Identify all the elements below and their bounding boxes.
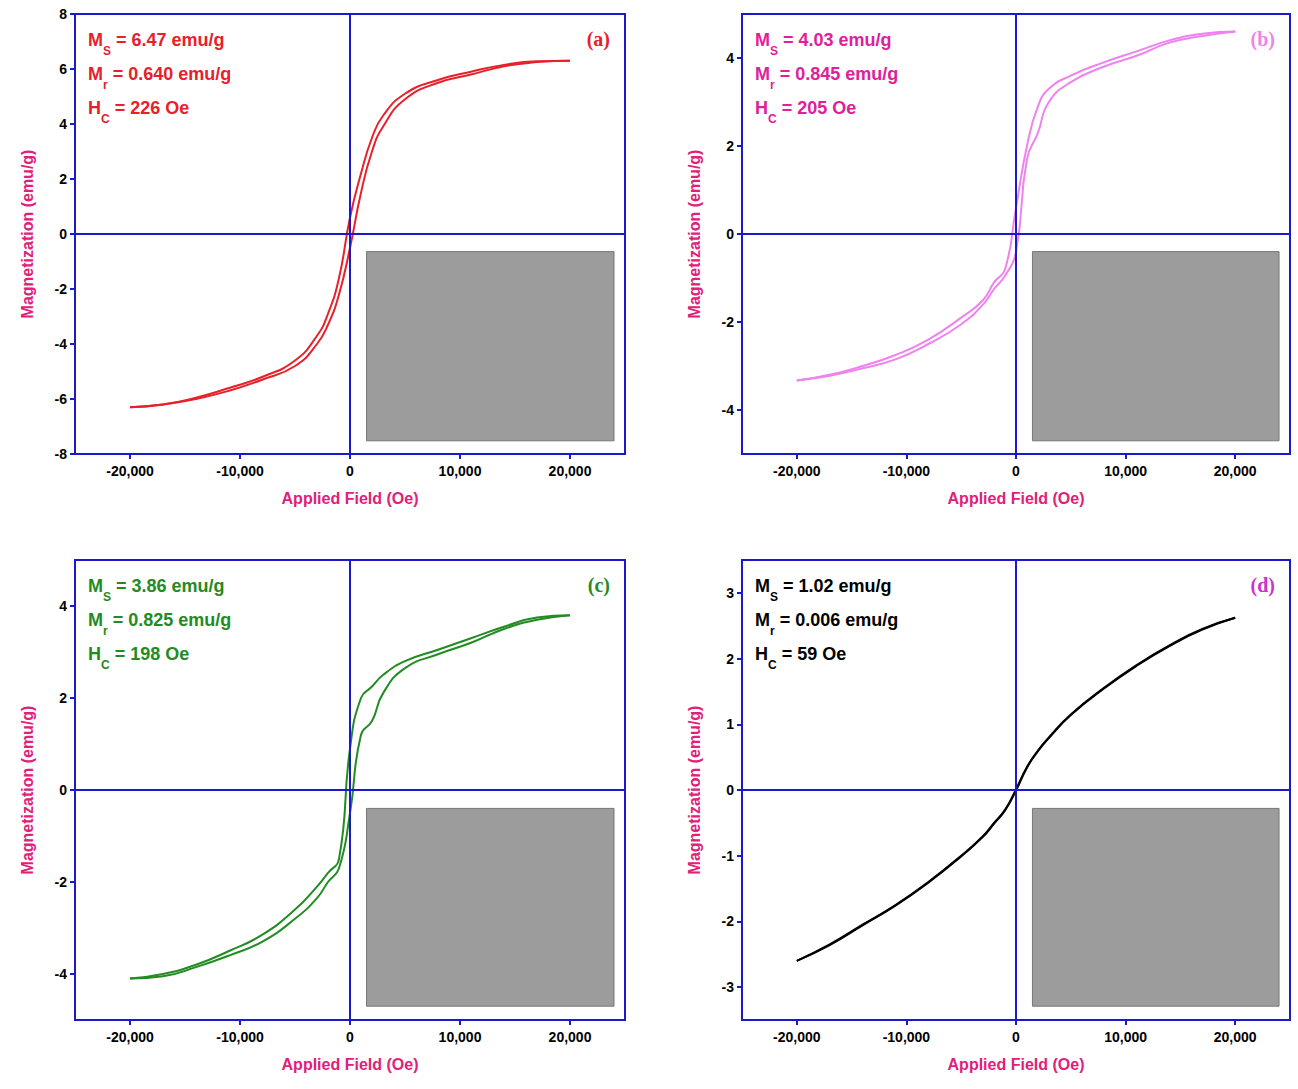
svg-text:r: r [770,624,775,638]
svg-text:C: C [101,658,110,672]
svg-text:= 1.02 emu/g: = 1.02 emu/g [778,576,892,596]
svg-text:Applied Field (Oe): Applied Field (Oe) [948,490,1085,507]
svg-text:10,000: 10,000 [439,463,482,479]
svg-text:2: 2 [59,690,67,706]
svg-text:S: S [770,44,778,58]
svg-text:4: 4 [59,116,67,132]
svg-text:-20,000: -20,000 [773,1029,821,1045]
svg-text:-10,000: -10,000 [883,1029,931,1045]
svg-text:Magnetization (emu/g): Magnetization (emu/g) [19,150,36,319]
svg-text:r: r [770,78,775,92]
svg-text:C: C [768,112,777,126]
svg-text:= 198 Oe: = 198 Oe [110,644,190,664]
svg-text:(b): (b) [1251,28,1275,51]
svg-text:-10,000: -10,000 [216,1029,264,1045]
svg-text:Applied Field (Oe): Applied Field (Oe) [282,490,419,507]
svg-text:M: M [88,30,103,50]
svg-text:M: M [88,610,103,630]
svg-text:(d): (d) [1251,574,1275,597]
svg-text:20,000: 20,000 [1214,1029,1257,1045]
svg-text:0: 0 [1012,463,1020,479]
svg-text:2: 2 [59,171,67,187]
svg-text:0: 0 [346,463,354,479]
svg-text:20,000: 20,000 [1214,463,1257,479]
svg-text:H: H [755,644,768,664]
svg-text:(a): (a) [587,28,610,51]
svg-text:H: H [88,98,101,118]
svg-text:10,000: 10,000 [1104,1029,1147,1045]
svg-text:-4: -4 [55,336,68,352]
svg-text:10,000: 10,000 [1104,463,1147,479]
svg-text:Applied Field (Oe): Applied Field (Oe) [948,1056,1085,1073]
svg-text:M: M [88,64,103,84]
svg-text:4: 4 [59,598,67,614]
svg-text:= 4.03 emu/g: = 4.03 emu/g [778,30,892,50]
svg-text:-10,000: -10,000 [216,463,264,479]
svg-text:= 59 Oe: = 59 Oe [777,644,847,664]
svg-text:6: 6 [59,61,67,77]
svg-text:0: 0 [346,1029,354,1045]
svg-text:20,000: 20,000 [549,463,592,479]
svg-text:r: r [103,624,108,638]
svg-text:S: S [103,590,111,604]
svg-text:20,000: 20,000 [549,1029,592,1045]
svg-text:M: M [755,610,770,630]
svg-text:S: S [103,44,111,58]
svg-text:H: H [755,98,768,118]
svg-text:C: C [768,658,777,672]
svg-text:Applied Field (Oe): Applied Field (Oe) [282,1056,419,1073]
svg-text:3: 3 [726,585,734,601]
svg-text:2: 2 [726,651,734,667]
svg-text:8: 8 [59,6,67,22]
svg-text:M: M [755,30,770,50]
svg-text:0: 0 [59,226,67,242]
svg-text:-3: -3 [722,979,735,995]
svg-text:0: 0 [726,226,734,242]
svg-text:H: H [88,644,101,664]
svg-text:M: M [755,576,770,596]
svg-text:M: M [88,576,103,596]
svg-text:= 0.006 emu/g: = 0.006 emu/g [775,610,899,630]
svg-text:Magnetization (emu/g): Magnetization (emu/g) [19,706,36,875]
svg-text:= 0.845 emu/g: = 0.845 emu/g [775,64,899,84]
svg-text:-2: -2 [55,281,68,297]
svg-text:2: 2 [726,138,734,154]
svg-text:4: 4 [726,50,734,66]
svg-text:M: M [755,64,770,84]
svg-text:Magnetization (emu/g): Magnetization (emu/g) [686,150,703,319]
svg-text:-10,000: -10,000 [883,463,931,479]
svg-text:r: r [103,78,108,92]
svg-text:Magnetization (emu/g): Magnetization (emu/g) [686,706,703,875]
svg-text:0: 0 [59,782,67,798]
svg-text:-1: -1 [722,848,735,864]
svg-text:-4: -4 [55,966,68,982]
svg-text:-20,000: -20,000 [773,463,821,479]
svg-text:0: 0 [1012,1029,1020,1045]
svg-text:-6: -6 [55,391,68,407]
svg-text:= 205 Oe: = 205 Oe [777,98,857,118]
svg-text:= 3.86 emu/g: = 3.86 emu/g [111,576,225,596]
svg-text:-2: -2 [722,314,735,330]
svg-text:-20,000: -20,000 [106,463,154,479]
svg-text:-8: -8 [55,446,68,462]
svg-text:(c): (c) [588,574,610,597]
svg-text:= 0.640 emu/g: = 0.640 emu/g [108,64,232,84]
svg-text:0: 0 [726,782,734,798]
svg-text:= 226 Oe: = 226 Oe [110,98,190,118]
svg-text:C: C [101,112,110,126]
svg-text:-20,000: -20,000 [106,1029,154,1045]
svg-text:= 0.825 emu/g: = 0.825 emu/g [108,610,232,630]
svg-text:-2: -2 [55,874,68,890]
svg-text:10,000: 10,000 [439,1029,482,1045]
svg-text:1: 1 [726,716,734,732]
svg-text:S: S [770,590,778,604]
svg-text:-2: -2 [722,913,735,929]
svg-text:-4: -4 [722,402,735,418]
svg-text:= 6.47 emu/g: = 6.47 emu/g [111,30,225,50]
